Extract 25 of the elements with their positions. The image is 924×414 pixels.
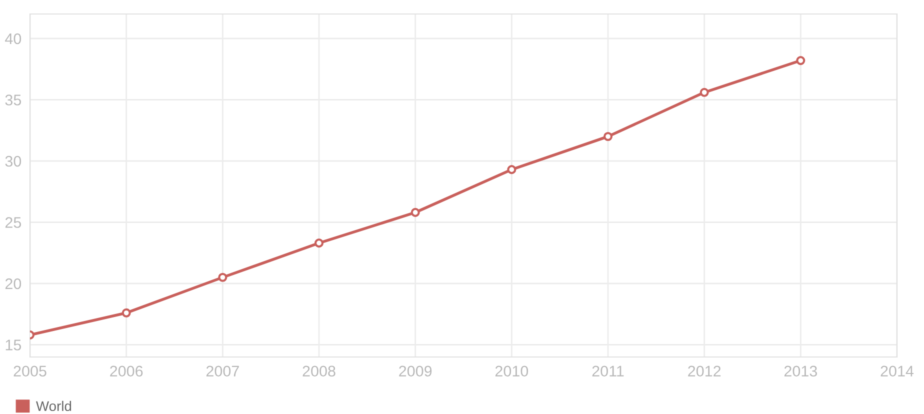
x-tick-label: 2008 — [302, 366, 336, 377]
legend-label: World — [36, 400, 72, 412]
y-tick-label: 20 — [5, 278, 22, 290]
point — [218, 272, 228, 282]
point — [314, 238, 324, 248]
x-tick-label: 2011 — [592, 366, 624, 377]
x-tick-label: 2014 — [880, 366, 914, 377]
x-tick-label: 2013 — [784, 366, 817, 377]
y-tick-label: 35 — [5, 94, 22, 106]
point — [700, 88, 709, 97]
x-tick-label: 2005 — [14, 366, 46, 377]
x-tick-label: 2010 — [495, 366, 528, 377]
y-tick-label: 40 — [5, 33, 22, 44]
x-tick-label: 2009 — [399, 366, 432, 377]
x-tick-label: 2007 — [206, 366, 239, 377]
x-tick-label: 2012 — [688, 366, 721, 377]
y-tick-label: 30 — [5, 156, 22, 167]
point — [507, 165, 516, 174]
y-tick-label: 25 — [5, 217, 22, 228]
point — [796, 56, 806, 66]
y-tick-label: 15 — [6, 340, 22, 350]
point — [122, 308, 131, 318]
x-tick-label: 2006 — [110, 366, 143, 377]
point — [410, 208, 420, 217]
point — [603, 132, 613, 142]
